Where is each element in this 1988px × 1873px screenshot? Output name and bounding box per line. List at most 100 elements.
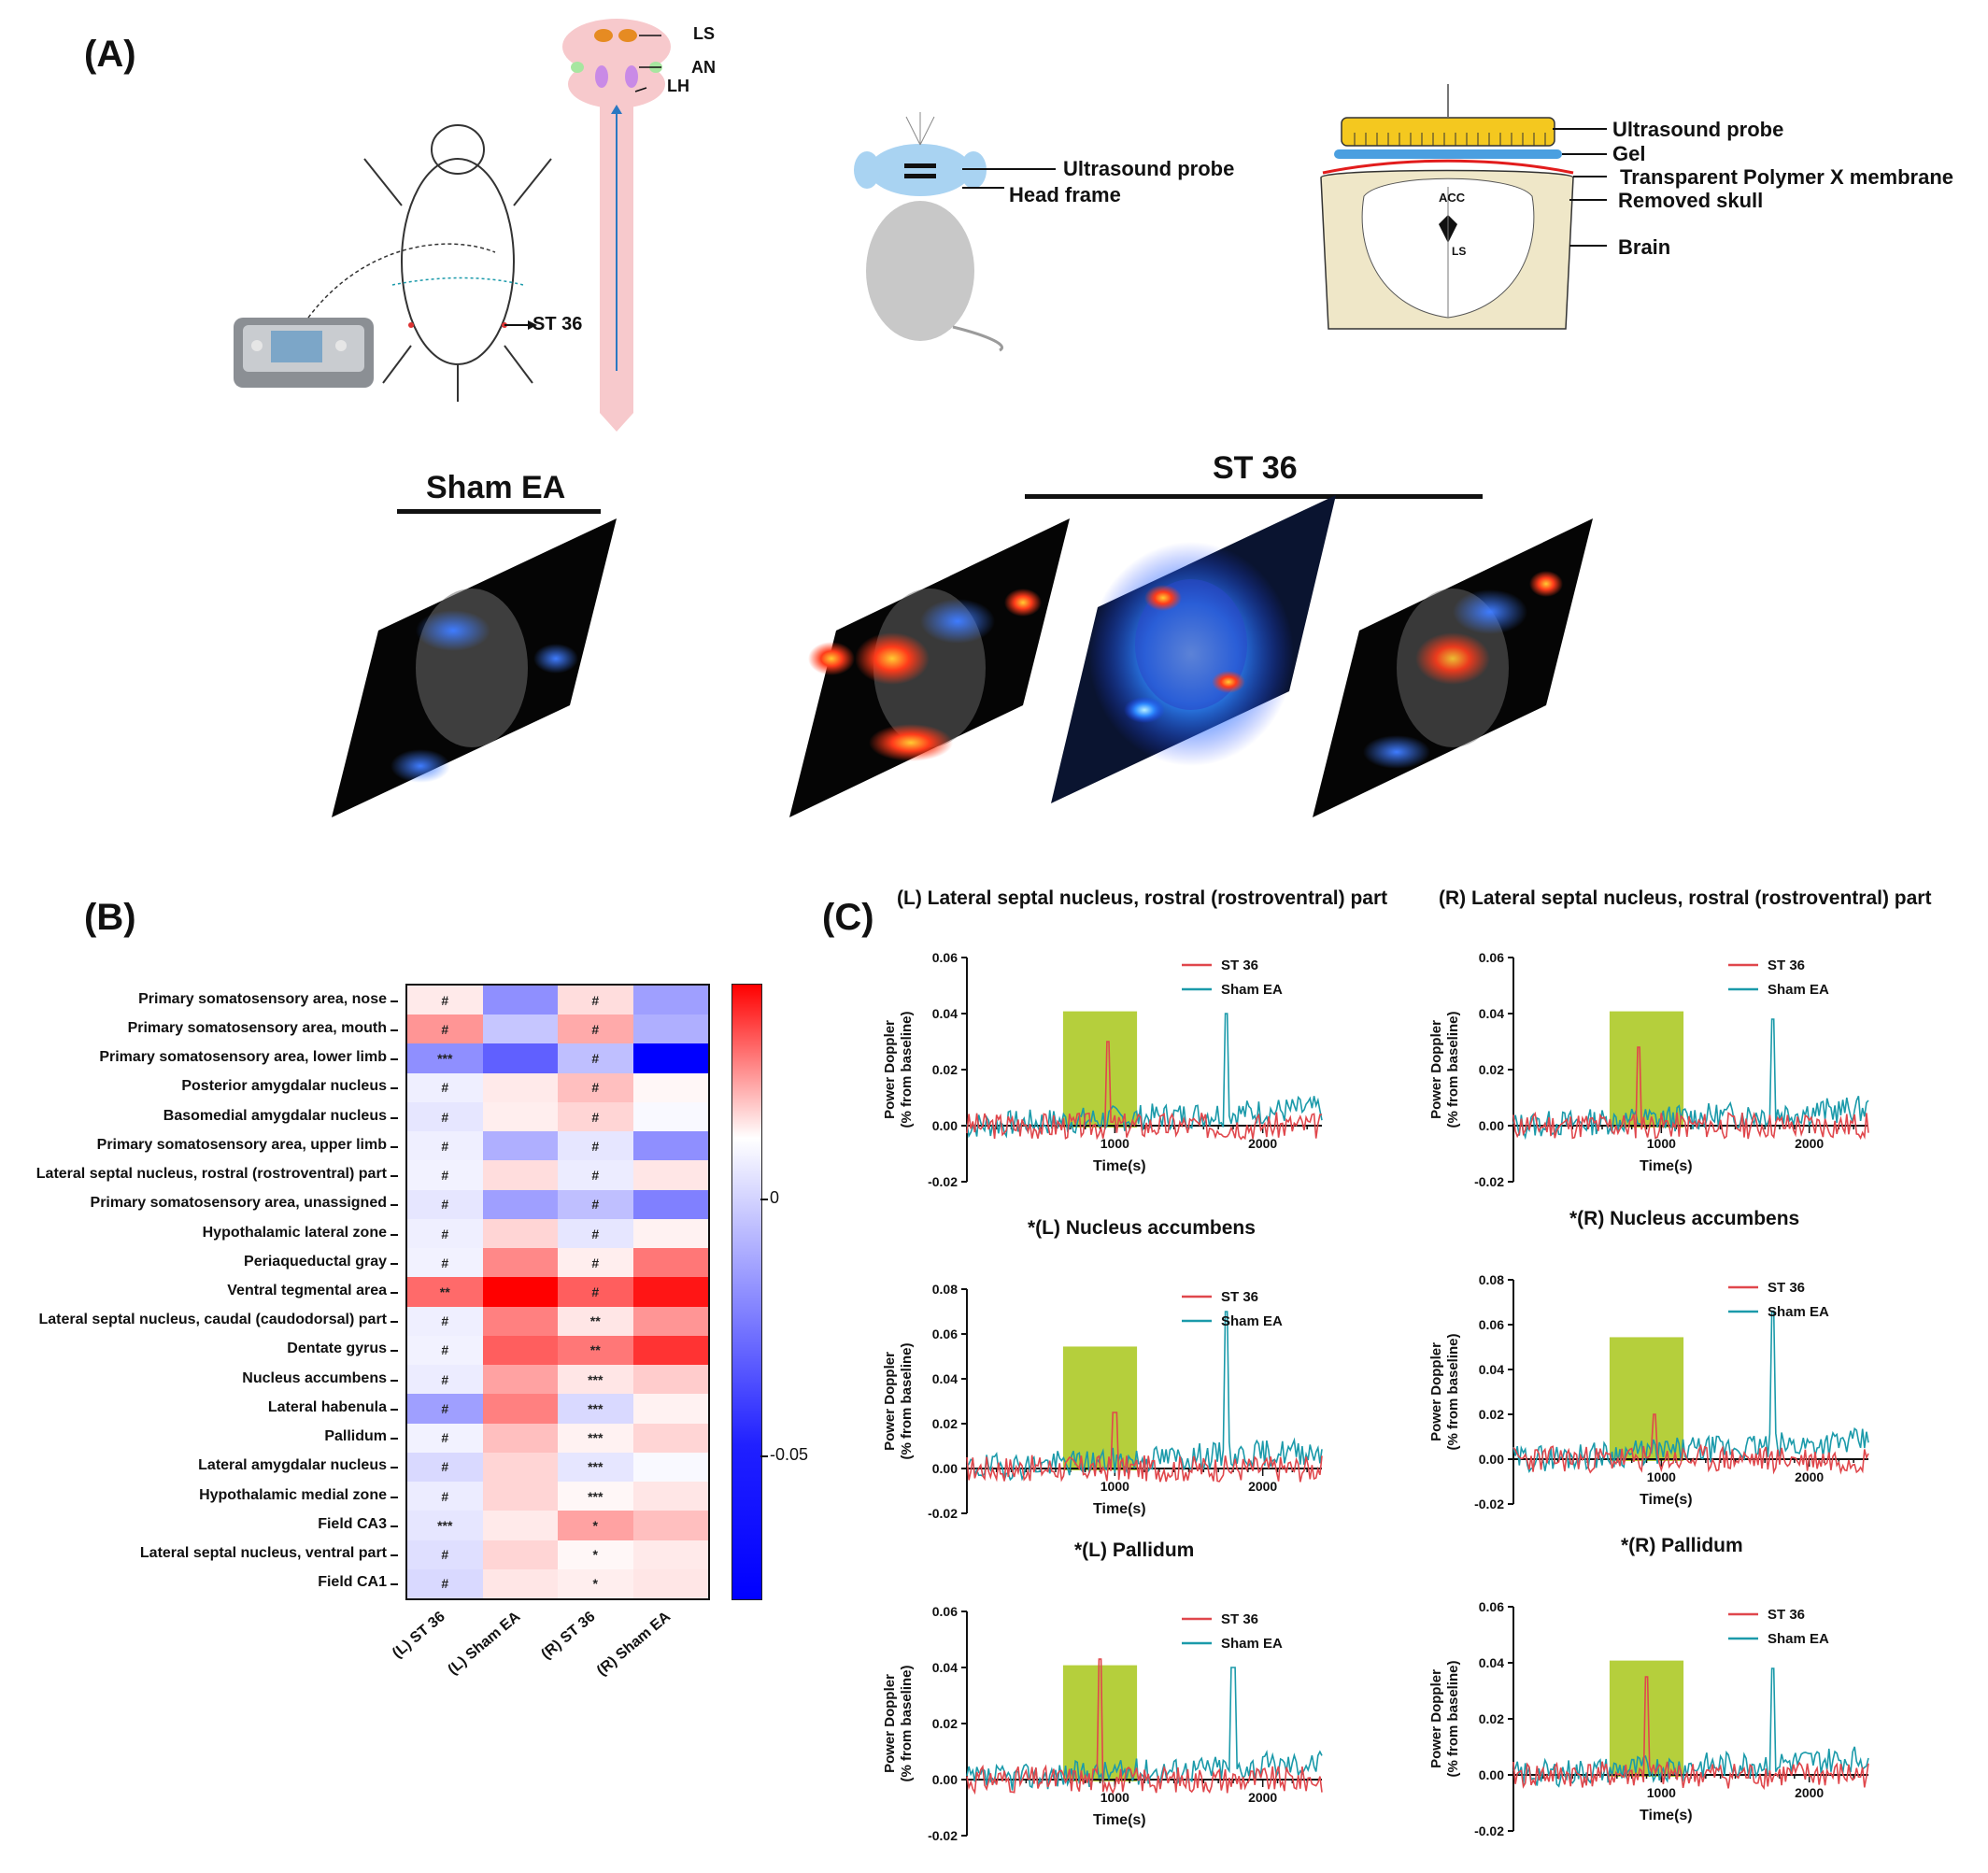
significance-mark: * — [592, 1576, 598, 1592]
skull-line — [1569, 199, 1607, 201]
y-axis-title: Power Doppler — [1428, 1020, 1444, 1119]
heatmap-cell — [632, 1423, 708, 1453]
panel-a-label: (A) — [84, 34, 136, 75]
y-axis-subtitle: (% from baseline) — [899, 1342, 915, 1459]
heatmap-cell: ** — [558, 1306, 633, 1336]
significance-mark: # — [441, 1459, 449, 1475]
heatmap-row-label: Hypothalamic lateral zone — [202, 1224, 387, 1241]
heatmap-row-tick — [390, 1438, 398, 1440]
heatmap-cell: *** — [558, 1394, 633, 1424]
heatmap-cell — [632, 1540, 708, 1569]
y-axis-title: Power Doppler — [1428, 1342, 1444, 1441]
line-chart: 0.06 0.04 0.02 0.00 -0.02 1000 2000 Time(s) Powe… — [882, 1604, 1323, 1843]
y-tick-label: 0.02 — [1479, 1711, 1504, 1726]
stimulator-device — [234, 318, 374, 388]
heatmap-cell: # — [407, 1131, 483, 1161]
heatmap-cell — [632, 1218, 708, 1249]
heatmap-cell — [632, 1043, 708, 1073]
heatmap-cell: # — [407, 1365, 483, 1395]
heatmap-cell — [482, 1452, 558, 1483]
heatmap-cell — [632, 1072, 708, 1102]
heatmap-row-label: Lateral septal nucleus, rostral (rostrov… — [36, 1166, 387, 1183]
heatmap-cell: * — [558, 1511, 633, 1540]
heatmap-row-tick — [390, 1087, 398, 1090]
legend-label: Sham EA — [1768, 982, 1829, 998]
x-tick-label: 1000 — [1647, 1785, 1676, 1800]
heatmap-row-label: Primary somatosensory area, unassigned — [90, 1195, 387, 1212]
line-chart: 0.06 0.04 0.02 0.00 -0.02 1000 2000 Time(s) Powe… — [1428, 1599, 1869, 1838]
stimulation-window — [1609, 1011, 1684, 1128]
heatmap-row-tick — [390, 1175, 398, 1178]
heatmap-cell — [482, 1306, 558, 1336]
significance-mark: # — [441, 1197, 449, 1213]
gel-line — [1562, 153, 1607, 155]
chart-title: *(R) Pallidum — [1621, 1535, 1743, 1556]
x-tick-label: 2000 — [1248, 1479, 1277, 1494]
panel-c-label: (C) — [822, 897, 874, 938]
significance-mark: # — [441, 1313, 449, 1329]
st36-series-line — [966, 1041, 1323, 1141]
heatmap-cell: # — [558, 1160, 633, 1190]
heatmap-cell: # — [558, 986, 633, 1015]
membrane-label: Transparent Polymer X membrane — [1620, 165, 1954, 189]
heatmap-col-labels: (L) ST 36 (L) Sham EA (R) ST 36 (R) Sham EA — [390, 1603, 714, 1715]
chart-title: (R) Lateral septal nucleus, rostral (ros… — [1439, 887, 1932, 909]
y-tick-label: 0.08 — [1479, 1272, 1504, 1287]
heatmap-cell: # — [407, 986, 483, 1015]
st36-point-label: ST 36 — [532, 314, 583, 334]
significance-mark: ** — [439, 1284, 450, 1299]
ls-label: LS — [693, 24, 716, 43]
heatmap-row-tick — [390, 1204, 398, 1207]
heatmap-cell: ** — [407, 1277, 483, 1307]
heatmap-cell: *** — [558, 1423, 633, 1453]
y-tick-label: 0.02 — [932, 1716, 958, 1731]
significance-mark: # — [441, 1430, 449, 1446]
gel-label: Gel — [1612, 142, 1646, 165]
st36-fus-image-2 — [1051, 495, 1336, 803]
line-chart: 0.06 0.04 0.02 0.00 -0.02 1000 2000 Time(s) Powe… — [882, 950, 1323, 1189]
y-tick-label: 0.02 — [932, 1062, 958, 1077]
significance-mark: *** — [588, 1488, 604, 1504]
legend-label: ST 36 — [1768, 1607, 1805, 1623]
significance-mark: # — [441, 1371, 449, 1387]
stimulation-window — [1062, 1665, 1138, 1781]
heatmap-cell — [482, 1101, 558, 1132]
x-tick-label: 1000 — [1100, 1479, 1129, 1494]
heatmap-row-label: Lateral septal nucleus, ventral part — [139, 1545, 387, 1562]
chart-title: *(L) Nucleus accumbens — [1028, 1217, 1256, 1239]
y-axis-title: Power Doppler — [882, 1020, 898, 1119]
heatmap-row-tick — [390, 1262, 398, 1265]
heatmap-cell — [632, 1101, 708, 1132]
heatmap-row-tick — [390, 1145, 398, 1148]
legend-label: ST 36 — [1221, 1611, 1258, 1627]
brain-label: Brain — [1618, 235, 1671, 259]
significance-mark: # — [441, 1400, 449, 1416]
heatmap-grid: # # # # *** # # # # # # # # # # # # # # # ** # # ** # ** # *** # *** #… — [405, 984, 710, 1600]
heatmap-colorbar — [731, 984, 762, 1600]
heatmap-cell: # — [407, 1482, 483, 1511]
y-tick-label: -0.02 — [928, 1174, 958, 1189]
heatmap-cell — [482, 1394, 558, 1424]
rat-outline — [363, 124, 552, 402]
heatmap-col-label: (R) ST 36 — [538, 1609, 599, 1663]
significance-mark: # — [591, 1138, 600, 1154]
colorbar-tick-neg — [760, 1455, 768, 1457]
x-tick-label: 2000 — [1795, 1785, 1824, 1800]
an-label: AN — [691, 58, 716, 77]
heatmap-cell — [482, 1248, 558, 1278]
y-tick-label: -0.02 — [928, 1828, 958, 1843]
chart-title: *(L) Pallidum — [1074, 1540, 1195, 1561]
heatmap-cell: # — [558, 1248, 633, 1278]
legend-label: ST 36 — [1221, 958, 1258, 973]
heatmap-cell — [632, 1365, 708, 1395]
heatmap-cell — [482, 1365, 558, 1395]
significance-mark: # — [441, 1255, 449, 1270]
y-axis-title: Power Doppler — [1428, 1669, 1444, 1768]
sham-series-line — [966, 1667, 1323, 1791]
lh-label: LH — [667, 77, 689, 95]
heatmap-row-tick — [390, 1467, 398, 1469]
brain-probe-label: Ultrasound probe — [1612, 118, 1784, 141]
significance-mark: # — [441, 1138, 449, 1154]
significance-mark: * — [592, 1547, 598, 1563]
significance-mark: # — [441, 1342, 449, 1358]
